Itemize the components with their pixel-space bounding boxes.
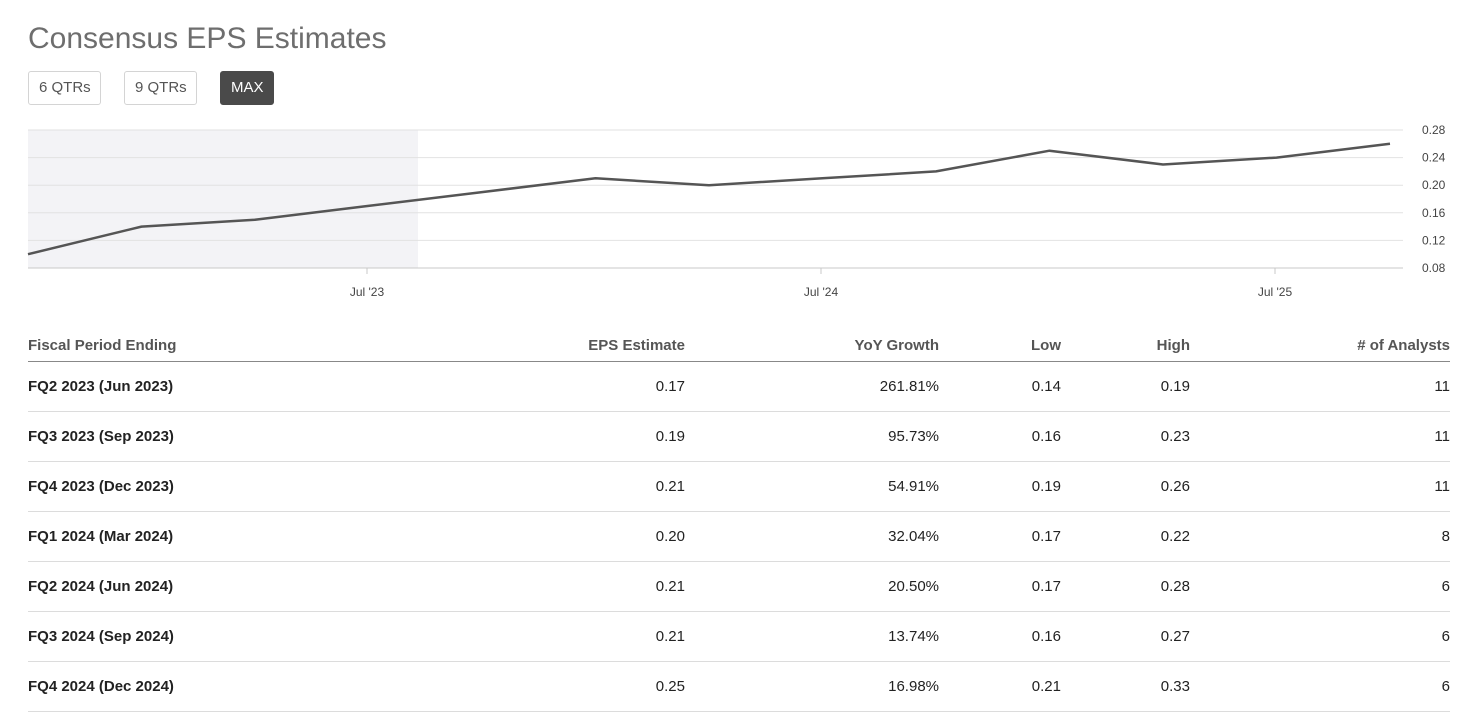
low-cell: 0.16 (939, 411, 1061, 462)
analysts-cell: 6 (1190, 661, 1450, 712)
table-row: FQ3 2024 (Sep 2024) 0.21 13.74% 0.16 0.27 6 (28, 611, 1450, 662)
period-cell: FQ4 2023 (Dec 2023) (28, 461, 448, 512)
header-eps-estimate[interactable]: EPS Estimate (448, 330, 685, 362)
high-cell: 0.19 (1061, 361, 1190, 412)
eps-cell: 0.25 (448, 661, 685, 712)
period-cell: FQ3 2023 (Sep 2023) (28, 411, 448, 462)
eps-series-line (27, 142, 1391, 256)
high-cell: 0.26 (1061, 461, 1190, 512)
period-cell: FQ2 2023 (Jun 2023) (28, 361, 448, 412)
x-axis-labels: Jul '23 Jul '24 Jul '25 (350, 268, 1293, 299)
period-cell: FQ2 2024 (Jun 2024) (28, 561, 448, 612)
yoy-cell: 32.04% (685, 511, 939, 562)
yoy-cell: 20.50% (685, 561, 939, 612)
x-tick-label: Jul '23 (350, 285, 385, 299)
analysts-cell: 6 (1190, 561, 1450, 612)
y-axis-labels: 0.28 0.24 0.20 0.16 0.12 0.08 (1422, 123, 1446, 275)
analysts-cell: 11 (1190, 411, 1450, 462)
header-high[interactable]: High (1061, 330, 1190, 362)
low-cell: 0.17 (939, 511, 1061, 562)
analysts-cell: 6 (1190, 611, 1450, 662)
eps-cell: 0.19 (448, 411, 685, 462)
period-cell: FQ1 2024 (Mar 2024) (28, 511, 448, 562)
eps-line-chart[interactable]: 0.280.240.200.160.120.08 Jul '23 Jul '24 J… (0, 120, 1478, 310)
range-max-button[interactable]: MAX (220, 71, 274, 105)
analysts-cell: 8 (1190, 511, 1450, 562)
y-tick-label: 0.28 (1422, 123, 1446, 137)
yoy-cell: 54.91% (685, 461, 939, 512)
x-tick-label: Jul '25 (1258, 285, 1293, 299)
range-6-qtrs-button[interactable]: 6 QTRs (28, 71, 101, 105)
yoy-cell: 261.81% (685, 361, 939, 412)
eps-cell: 0.21 (448, 561, 685, 612)
header-fiscal-period[interactable]: Fiscal Period Ending (28, 330, 448, 362)
table-row: FQ2 2023 (Jun 2023) 0.17 261.81% 0.14 0.19 11 (28, 361, 1450, 412)
low-cell: 0.16 (939, 611, 1061, 662)
eps-cell: 0.21 (448, 611, 685, 662)
header-analysts[interactable]: # of Analysts (1190, 330, 1450, 362)
y-tick-label: 0.08 (1422, 261, 1446, 275)
y-tick-label: 0.12 (1422, 233, 1446, 247)
header-yoy-growth[interactable]: YoY Growth (685, 330, 939, 362)
eps-estimates-table: Fiscal Period Ending EPS Estimate YoY Gr… (28, 330, 1450, 712)
yoy-cell: 95.73% (685, 411, 939, 462)
high-cell: 0.28 (1061, 561, 1190, 612)
analysts-cell: 11 (1190, 461, 1450, 512)
period-cell: FQ3 2024 (Sep 2024) (28, 611, 448, 662)
analysts-cell: 11 (1190, 361, 1450, 412)
page-title: Consensus EPS Estimates (28, 22, 387, 55)
high-cell: 0.23 (1061, 411, 1190, 462)
low-cell: 0.14 (939, 361, 1061, 412)
yoy-cell: 13.74% (685, 611, 939, 662)
low-cell: 0.21 (939, 661, 1061, 712)
period-cell: FQ4 2024 (Dec 2024) (28, 661, 448, 712)
table-row: FQ2 2024 (Jun 2024) 0.21 20.50% 0.17 0.28 6 (28, 561, 1450, 612)
y-tick-label: 0.20 (1422, 178, 1446, 192)
eps-cell: 0.21 (448, 461, 685, 512)
y-tick-label: 0.16 (1422, 206, 1446, 220)
table-row: FQ3 2023 (Sep 2023) 0.19 95.73% 0.16 0.23 11 (28, 411, 1450, 462)
low-cell: 0.19 (939, 461, 1061, 512)
y-tick-label: 0.24 (1422, 151, 1446, 165)
range-9-qtrs-button[interactable]: 9 QTRs (124, 71, 197, 105)
historical-shaded-region (28, 130, 418, 268)
table-row: FQ4 2023 (Dec 2023) 0.21 54.91% 0.19 0.26 11 (28, 461, 1450, 512)
high-cell: 0.27 (1061, 611, 1190, 662)
table-header-row: Fiscal Period Ending EPS Estimate YoY Gr… (28, 330, 1450, 362)
low-cell: 0.17 (939, 561, 1061, 612)
high-cell: 0.33 (1061, 661, 1190, 712)
eps-cell: 0.20 (448, 511, 685, 562)
x-tick-label: Jul '24 (804, 285, 839, 299)
eps-cell: 0.17 (448, 361, 685, 412)
yoy-cell: 16.98% (685, 661, 939, 712)
table-row: FQ1 2024 (Mar 2024) 0.20 32.04% 0.17 0.22 8 (28, 511, 1450, 562)
header-low[interactable]: Low (939, 330, 1061, 362)
high-cell: 0.22 (1061, 511, 1190, 562)
table-row: FQ4 2024 (Dec 2024) 0.25 16.98% 0.21 0.33 6 (28, 661, 1450, 712)
